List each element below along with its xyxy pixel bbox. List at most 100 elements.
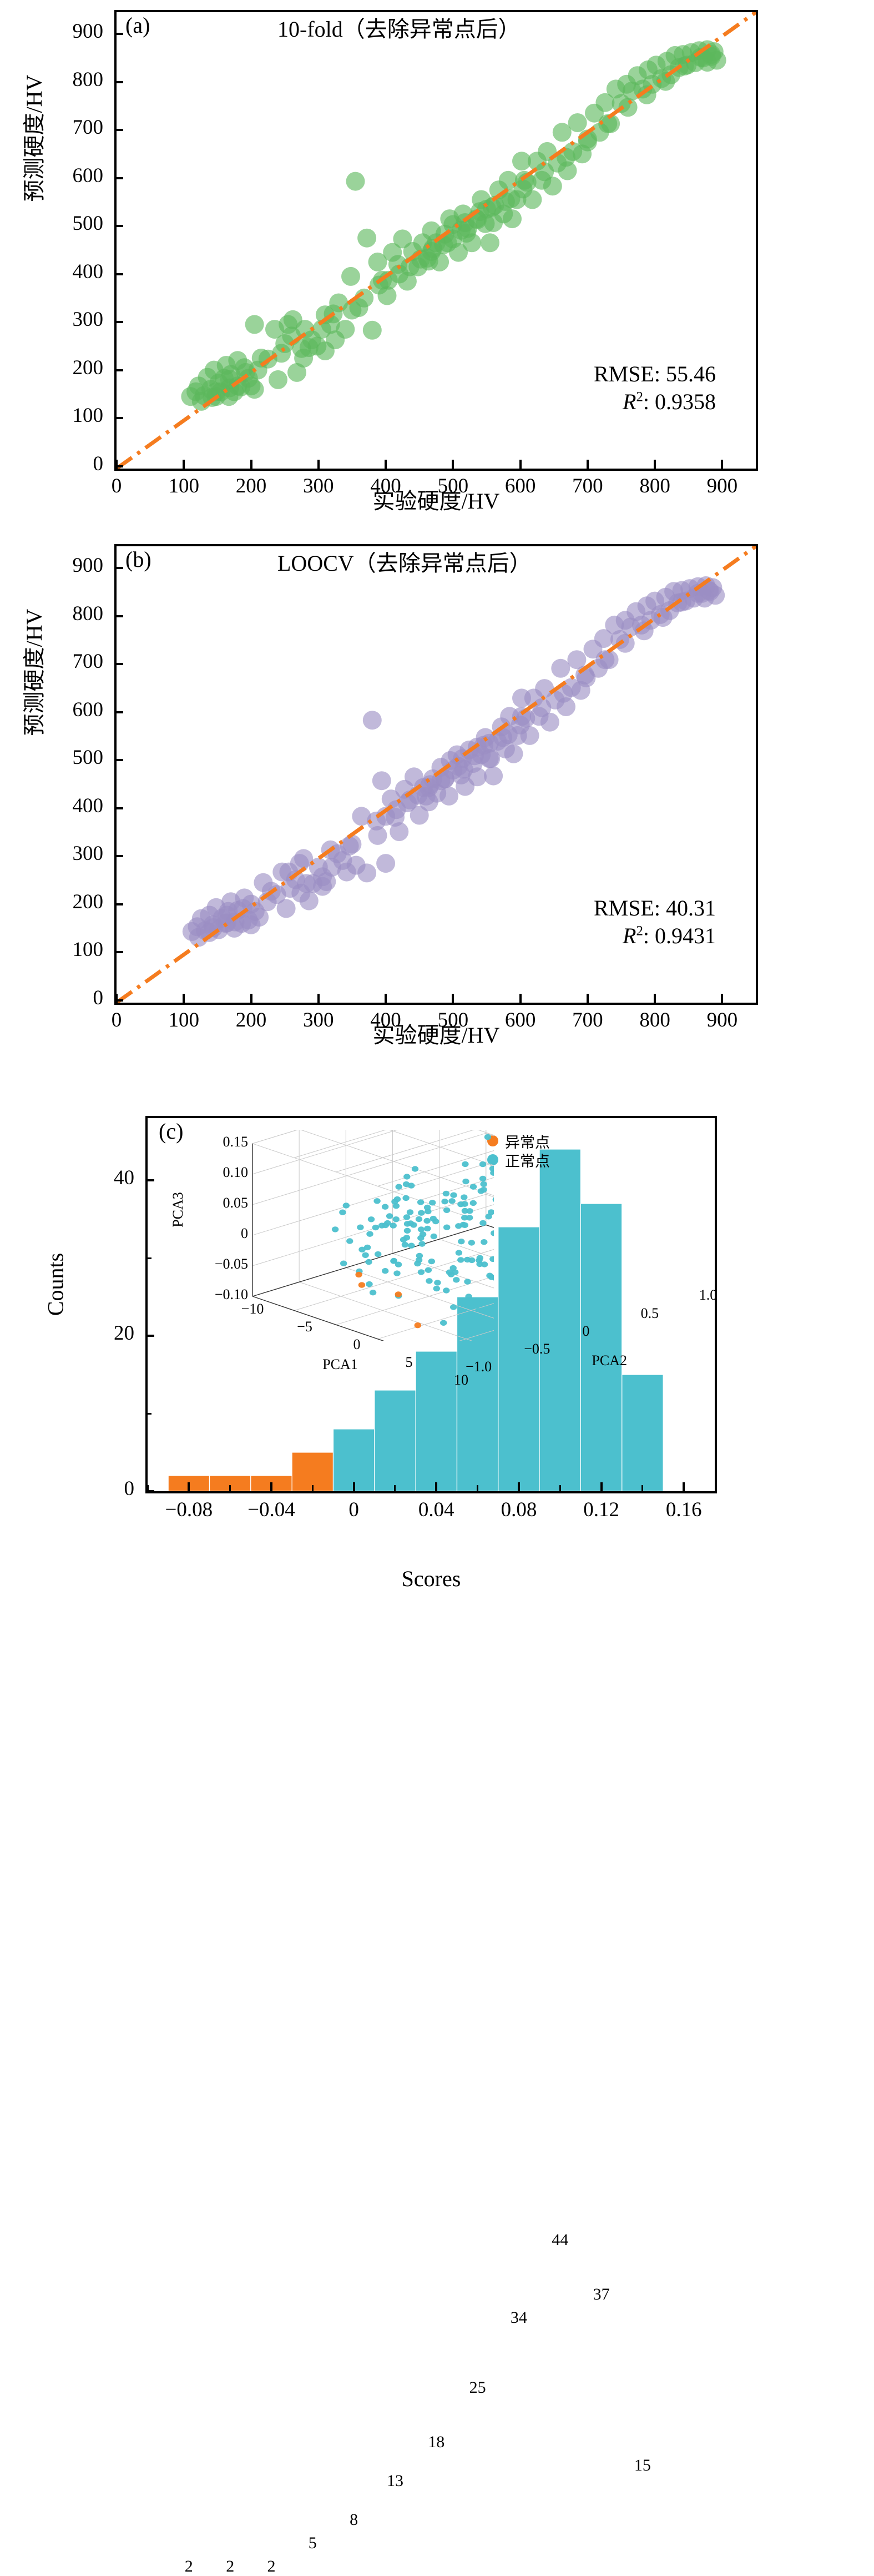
panel-c-xtick-minor — [270, 1485, 272, 1491]
panel-a-xtick-700 — [586, 460, 589, 469]
inset-ztick-3: 0.05 — [223, 1194, 249, 1211]
panel-a-r2-exponent: 2 — [636, 389, 643, 405]
panel-b-xlabel: 实验硬度/HV — [372, 1023, 500, 1048]
panel-b-xtick-200 — [250, 994, 252, 1003]
panel-a: 预测硬度/HV (a) 10-fold（去除异常点后） RMSE: 55.46 … — [0, 0, 874, 516]
panel-a-xtick-400 — [385, 460, 387, 469]
panel-b-ytick-100 — [114, 951, 123, 954]
panel-a-rmse: RMSE: 55.46 — [593, 361, 716, 386]
legend-item-normal: 正常点 — [487, 1150, 550, 1170]
panel-a-xtick-label-400: 400 — [370, 475, 401, 497]
panel-a-xlabel: 实验硬度/HV — [372, 489, 500, 514]
legend-swatch-normal-icon — [487, 1154, 498, 1165]
panel-b-xtick-300 — [317, 994, 320, 1003]
bar-label-7: 25 — [469, 2378, 486, 2397]
panel-b-id: (b) — [125, 547, 151, 572]
panel-b-xtick-700 — [586, 994, 589, 1003]
panel-a-ytick-500 — [114, 225, 123, 228]
panel-b-ytick-label-900: 900 — [72, 554, 104, 577]
panel-b-r2-value: : 0.9431 — [643, 923, 716, 948]
panel-a-xtick-600 — [519, 460, 522, 469]
panel-c-canvas — [168, 1149, 664, 1491]
panel-b-xtick-label-700: 700 — [572, 1009, 603, 1032]
panel-b-ytick-label-600: 600 — [72, 698, 104, 721]
panel-c-ytick-minor — [145, 1335, 151, 1337]
panel-b-ytick-200 — [114, 903, 123, 905]
panel-b-ytick-800 — [114, 615, 123, 617]
legend-label-normal: 正常点 — [505, 1153, 550, 1170]
panel-c-ytick-minor — [145, 1257, 151, 1259]
panel-a-ytick-0 — [114, 465, 123, 467]
panel-b-ytick-500 — [114, 759, 123, 762]
panel-c-xtick-minor — [477, 1485, 479, 1491]
panel-b-xtick-100 — [183, 994, 185, 1003]
panel-b-xtick-label-800: 800 — [639, 1009, 670, 1032]
bar-label-11: 15 — [634, 2456, 651, 2474]
inset-ztick-1: −0.05 — [214, 1256, 248, 1272]
inset-ytick-0: −1.0 — [466, 1359, 492, 1375]
panel-b-ytick-label-0: 0 — [93, 987, 104, 1009]
panel-c: Counts 2 2 2 5 8 13 18 25 34 44 37 15 (c) 异常点 正常点 — [0, 1105, 874, 2575]
bar-label-10: 37 — [593, 2285, 610, 2303]
panel-b-rmse: RMSE: 40.31 — [593, 895, 716, 920]
panel-a-ytick-900 — [114, 33, 123, 36]
panel-b-ytick-400 — [114, 807, 123, 809]
panel-a-xtick-label-900: 900 — [706, 475, 738, 497]
panel-c-xtick-minor — [435, 1485, 437, 1491]
bar-label-2: 2 — [267, 2557, 276, 2575]
panel-c-xtick-minor — [311, 1485, 314, 1491]
inset-xlabel: PCA1 — [322, 1356, 358, 1372]
panel-b-xtick-400 — [385, 994, 387, 1003]
inset-ytick-2: 0 — [582, 1322, 590, 1339]
panel-a-ytick-600 — [114, 177, 123, 179]
panel-a-id: (a) — [125, 13, 150, 38]
panel-a-xtick-label-200: 200 — [235, 475, 267, 497]
inset-ztick-4: 0.10 — [223, 1164, 249, 1180]
panel-b-xtick-900 — [721, 994, 724, 1003]
panel-b-plot-area — [114, 544, 758, 1005]
bar-label-9: 44 — [552, 2231, 569, 2249]
panel-a-xtick-label-700: 700 — [572, 475, 603, 497]
panel-c-xtick-minor — [394, 1485, 396, 1491]
panel-b-xtick-label-400: 400 — [370, 1009, 401, 1032]
panel-a-xtick-100 — [183, 460, 185, 469]
panel-c-id: (c) — [159, 1119, 184, 1144]
panel-b-ytick-label-400: 400 — [72, 794, 104, 817]
panel-c-xtick-label-1: −0.04 — [247, 1498, 295, 1521]
panel-a-r2-value: : 0.9358 — [643, 389, 716, 414]
panel-b-xtick-600 — [519, 994, 522, 1003]
panel-c-xtick-label-3: 0.04 — [418, 1498, 454, 1521]
panel-c-xtick-minor — [518, 1485, 520, 1491]
panel-a-xtick-0 — [115, 460, 118, 469]
inset-zlabel: PCA3 — [170, 1191, 186, 1227]
panel-a-title: 10-fold（去除异常点后） — [277, 17, 521, 42]
panel-a-ytick-label-400: 400 — [72, 260, 104, 283]
panel-c-xtick-minor — [600, 1485, 603, 1491]
panel-c-xtick-label-4: 0.08 — [501, 1498, 537, 1521]
panel-a-xtick-label-800: 800 — [639, 475, 670, 497]
panel-b-xtick-500 — [452, 994, 454, 1003]
panel-b-ytick-label-200: 200 — [72, 890, 104, 913]
panel-a-xtick-800 — [654, 460, 656, 469]
panel-a-xtick-300 — [317, 460, 320, 469]
panel-a-r2: R2: 0.9358 — [477, 389, 716, 415]
panel-a-ytick-300 — [114, 321, 123, 324]
panel-b-ytick-label-800: 800 — [72, 602, 104, 625]
bar-label-8: 34 — [510, 2308, 527, 2327]
panel-a-ytick-800 — [114, 80, 123, 83]
panel-a-ytick-label-300: 300 — [72, 308, 104, 331]
panel-c-xtick-minor — [353, 1485, 355, 1491]
panel-b-xtick-label-900: 900 — [706, 1009, 738, 1032]
panel-b-ytick-700 — [114, 663, 123, 666]
panel-b-ytick-label-100: 100 — [72, 938, 104, 962]
panel-b-canvas — [117, 546, 756, 1003]
inset-xtick-0: −10 — [241, 1301, 264, 1317]
panel-b-ytick-0 — [114, 999, 123, 1002]
panel-c-ytick-0 — [145, 1490, 154, 1492]
panel-c-xtick-label-5: 0.12 — [583, 1498, 619, 1521]
legend-item-anomaly: 异常点 — [487, 1131, 550, 1151]
panel-c-xtick-minor — [559, 1485, 561, 1491]
panel-b-ytick-600 — [114, 711, 123, 713]
panel-c-xtick-label-2: 0 — [348, 1498, 359, 1521]
panel-a-xtick-label-500: 500 — [437, 475, 469, 497]
